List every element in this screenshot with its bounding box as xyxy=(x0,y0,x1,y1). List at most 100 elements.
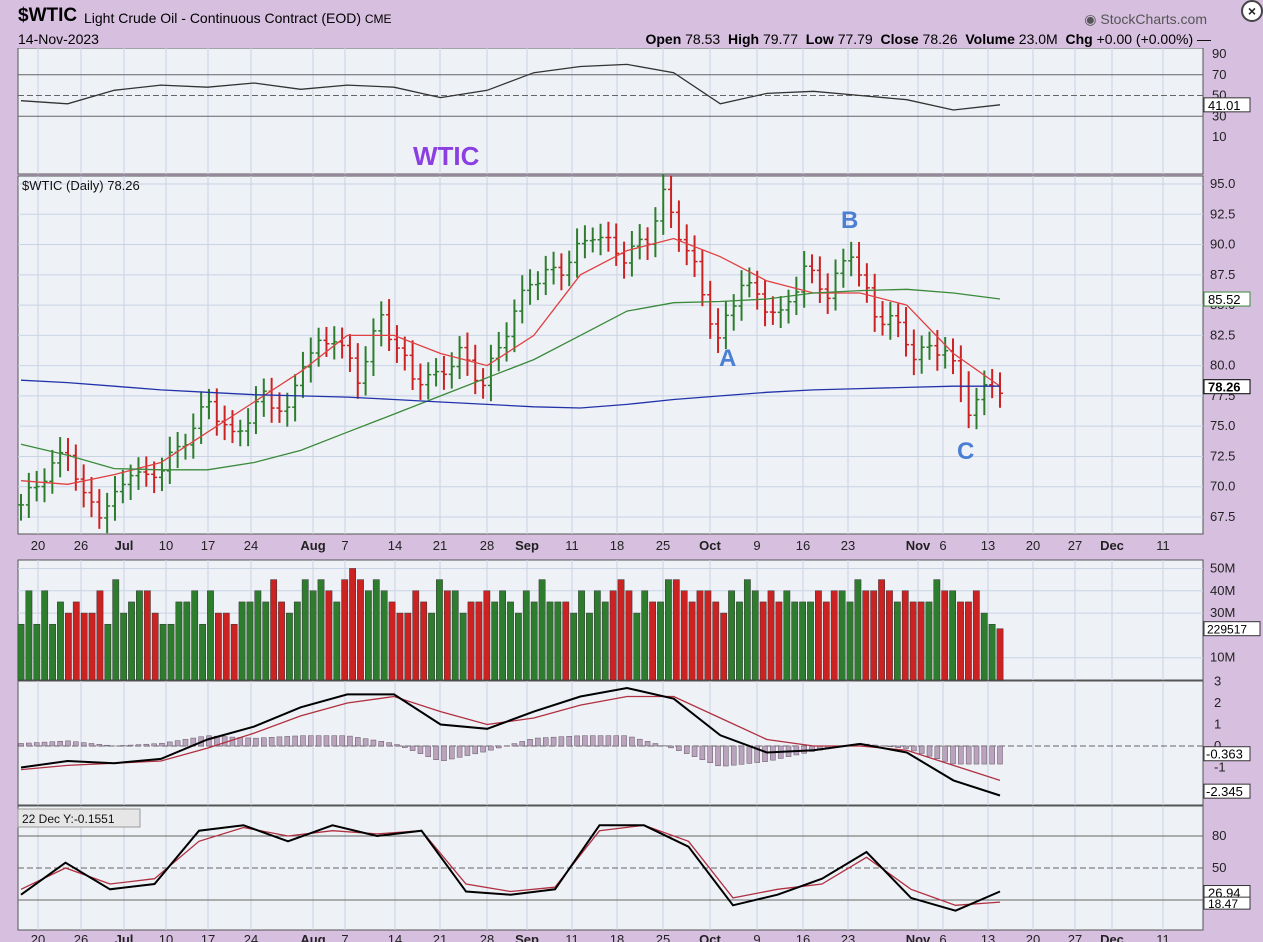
volume-bar xyxy=(207,590,214,681)
macd-histogram-bar xyxy=(997,745,1003,765)
macd-histogram-bar xyxy=(535,737,541,747)
macd-tick: -1 xyxy=(1214,760,1226,775)
macd-histogram-bar xyxy=(49,741,56,747)
volume-bar xyxy=(838,590,846,681)
price-value-label: 78.26 xyxy=(1208,380,1241,395)
volume-bar xyxy=(617,579,625,681)
price-tick: 80.0 xyxy=(1210,358,1235,373)
x-tick-label: 13 xyxy=(981,538,995,553)
volume-bar xyxy=(941,590,949,681)
volume-bar xyxy=(183,601,191,681)
macd-histogram-bar xyxy=(73,741,79,747)
x-tick-label: Oct xyxy=(699,538,721,553)
volume-bar xyxy=(262,601,270,681)
volume-bar xyxy=(57,601,64,681)
macd-histogram-bar xyxy=(981,745,988,765)
stoch-d-value-box xyxy=(1203,896,1251,910)
volume-bar xyxy=(625,590,633,681)
volume-bar xyxy=(917,601,925,681)
volume-bar xyxy=(633,612,641,681)
volume-bar xyxy=(893,601,901,681)
volume-bar xyxy=(751,590,759,681)
brand-name: StockCharts.com xyxy=(1100,11,1207,27)
macd-histogram-bar xyxy=(402,745,408,748)
close-value: 78.26 xyxy=(922,31,958,47)
chart-title-annotation: WTIC xyxy=(413,141,480,171)
x-tick-label: Jul xyxy=(115,538,134,553)
price-tick: 70.0 xyxy=(1210,479,1235,494)
macd-histogram-bar xyxy=(331,735,338,747)
volume-bar xyxy=(412,590,420,681)
macd-histogram-bar xyxy=(676,745,682,751)
price-tick: 67.5 xyxy=(1210,509,1235,524)
close-button[interactable]: × xyxy=(1241,0,1263,22)
volume-bar xyxy=(301,579,309,681)
x-tick-label: Aug xyxy=(300,538,325,553)
volume-bar xyxy=(925,601,933,681)
volume-bar xyxy=(649,601,656,681)
macd-histogram-bar xyxy=(934,745,941,759)
x-tick-label: 20 xyxy=(1026,538,1040,553)
volume-bar xyxy=(238,601,246,681)
panel-sto xyxy=(17,805,1204,931)
volume-bar xyxy=(996,628,1004,681)
macd-histogram-bar xyxy=(151,743,157,747)
volume-bar xyxy=(396,612,404,681)
x-tick-label-bottom: 9 xyxy=(753,932,760,942)
x-tick-label: 23 xyxy=(841,538,855,553)
x-tick-label-bottom: Oct xyxy=(699,932,721,942)
volume-label: Volume xyxy=(965,31,1015,47)
description: Light Crude Oil - Continuous Contract (E… xyxy=(84,10,392,26)
stoch-legend: 22 Dec Y:-0.1551 xyxy=(22,812,115,826)
wave-label-c: C xyxy=(957,438,974,465)
volume-bar xyxy=(325,590,333,681)
macd-histogram-bar xyxy=(488,745,494,751)
macd-histogram-bar xyxy=(574,735,580,747)
volume-bar xyxy=(957,601,964,681)
macd-histogram-bar xyxy=(456,745,463,758)
macd-histogram-bar xyxy=(699,745,706,760)
macd-histogram-bar xyxy=(425,745,432,757)
macd-histogram-bar xyxy=(441,745,447,761)
volume-bar xyxy=(822,601,830,681)
volume-value-box xyxy=(1203,621,1261,637)
volume-bar xyxy=(728,590,735,681)
ma-value-label: 85.52 xyxy=(1208,292,1241,307)
volume-bar xyxy=(775,601,783,681)
price-tick: 90.0 xyxy=(1210,237,1235,252)
volume-bar xyxy=(349,568,356,681)
macd-tick: 3 xyxy=(1214,674,1221,689)
macd-histogram-bar xyxy=(652,743,659,747)
macd-histogram-bar xyxy=(511,743,518,747)
panel-rsi xyxy=(17,48,1204,175)
volume-bar xyxy=(972,590,980,681)
volume-bar xyxy=(783,590,791,681)
macd-histogram-bar xyxy=(746,745,753,764)
volume-bar xyxy=(720,612,728,681)
volume-bar xyxy=(846,601,854,681)
macd-histogram-bar xyxy=(221,736,228,747)
volume-bar xyxy=(143,590,151,681)
x-tick-label: 18 xyxy=(610,538,624,553)
volume-tick: 10M xyxy=(1210,650,1235,665)
macd-histogram-bar xyxy=(362,738,369,747)
volume-bar xyxy=(743,579,751,681)
volume-bar xyxy=(136,590,143,681)
wave-label-b: B xyxy=(841,207,858,234)
wave-label-a: A xyxy=(719,345,736,372)
rsi-value-label: 41.01 xyxy=(1208,98,1241,113)
x-tick-label-bottom: 7 xyxy=(341,932,348,942)
x-tick-label: Nov xyxy=(906,538,931,553)
macd-histogram-bar xyxy=(127,744,134,747)
macd-histogram-bar xyxy=(347,735,353,747)
volume-bar xyxy=(680,590,688,681)
exchange: CME xyxy=(364,12,392,26)
volume-bar xyxy=(704,590,712,681)
volume-bar xyxy=(365,590,372,681)
macd-hist-value-box xyxy=(1203,746,1251,762)
volume-bar xyxy=(96,590,104,681)
macd-histogram-bar xyxy=(41,741,48,747)
x-tick-label-bottom: 13 xyxy=(981,932,995,942)
volume-bar xyxy=(167,623,175,681)
x-tick-label-bottom: Nov xyxy=(906,932,931,942)
